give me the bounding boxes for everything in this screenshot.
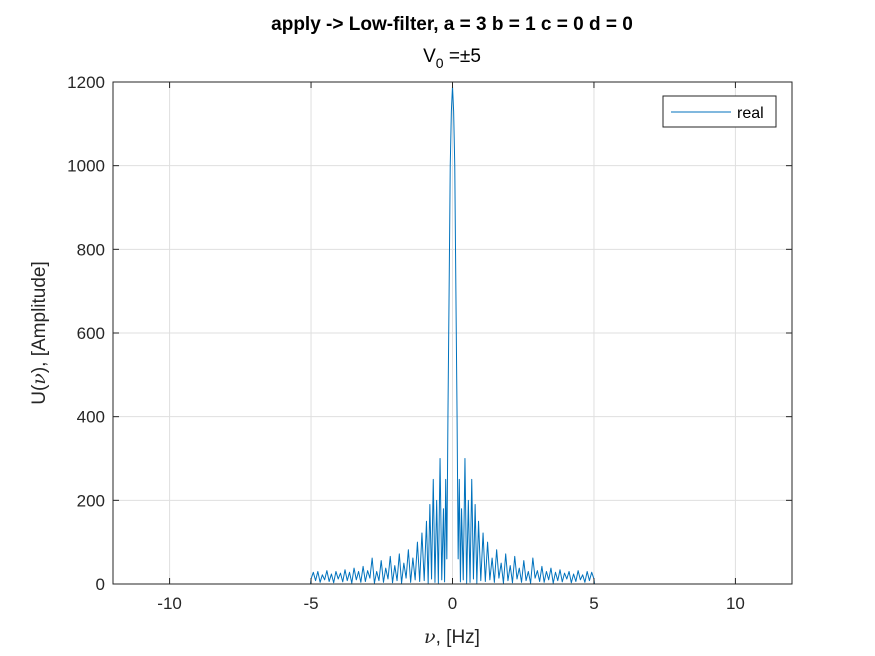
- x-tick-label: 0: [448, 594, 457, 613]
- chart-subtitle: V0 =±5: [423, 46, 481, 71]
- x-tick-label: 10: [726, 594, 745, 613]
- x-tick-label: -5: [303, 594, 318, 613]
- y-tick-label: 800: [77, 240, 105, 259]
- y-tick-label: 1200: [67, 73, 105, 92]
- subtitle-rest: =±5: [444, 46, 481, 67]
- x-axis-label-rest: , [Hz]: [436, 627, 480, 648]
- y-axis-label-rest: ), [Amplitude]: [29, 261, 50, 373]
- legend[interactable]: real: [662, 95, 777, 128]
- x-axis-symbol: ν: [424, 626, 436, 648]
- y-tick-label: 200: [77, 491, 105, 510]
- legend-entry-real: real: [737, 105, 764, 122]
- subtitle-subscript: 0: [436, 55, 444, 71]
- grid: [113, 81, 792, 585]
- ticks: -10 -5 0 5 10 0 200 400 600 800 1000 1200: [67, 73, 792, 613]
- y-tick-label: 600: [77, 324, 105, 343]
- x-tick-label: 5: [589, 594, 598, 613]
- y-axis-label: U(ν), [Amplitude]: [28, 261, 50, 405]
- subtitle-base: V: [423, 46, 436, 67]
- y-axis-symbol: ν: [28, 373, 50, 385]
- y-axis-label-prefix: U(: [29, 384, 50, 405]
- x-axis-label: ν, [Hz]: [424, 626, 480, 648]
- chart-title: apply -> Low-filter, a = 3 b = 1 c = 0 d…: [271, 14, 633, 35]
- y-tick-label: 400: [77, 408, 105, 427]
- y-tick-label: 1000: [67, 157, 105, 176]
- y-tick-label: 0: [96, 575, 105, 594]
- x-tick-label: -10: [157, 594, 182, 613]
